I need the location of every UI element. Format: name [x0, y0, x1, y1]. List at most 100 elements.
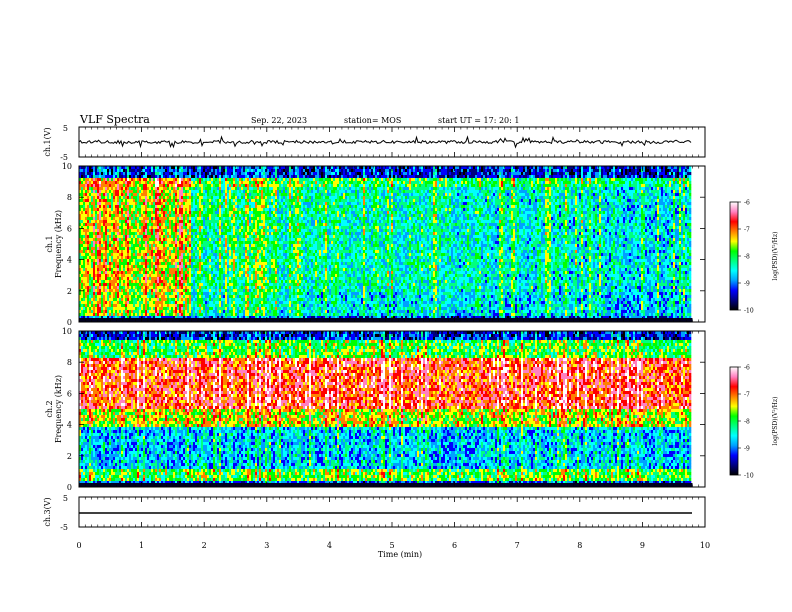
- ch1-waveform-panel: 5 -5 ch.1(V): [43, 124, 706, 162]
- ch1-spectrogram-cell: [257, 256, 260, 260]
- ch1-spectrogram-cell: [89, 271, 92, 275]
- ch1-spectrogram-cell: [115, 175, 118, 179]
- ch1-spectrogram-cell: [177, 241, 180, 245]
- ch1-spectrogram-cell: [129, 241, 132, 245]
- ch1-spectrogram-cell: [149, 289, 152, 293]
- ch1-spectrogram-cell: [171, 193, 174, 197]
- ch1-spectrogram-cell: [161, 178, 164, 182]
- ch1-spectrogram-cell: [243, 286, 246, 290]
- ch1-spectrogram-cell: [93, 283, 96, 287]
- ch1-spectrogram-cell: [79, 244, 82, 248]
- ch1-spectrogram-cell: [177, 211, 180, 215]
- ch1-spectrogram-cell: [163, 235, 166, 239]
- ch1-spectrogram-cell: [255, 244, 258, 248]
- ch1-spectrogram-cell: [187, 292, 190, 296]
- ch1-spectrogram-cell: [151, 244, 154, 248]
- ch1-spectrogram-cell: [143, 307, 146, 311]
- ch1-spectrogram-cell: [237, 172, 240, 176]
- ch1-spectrogram-cell: [263, 202, 266, 206]
- ch1-spectrogram-cell: [185, 262, 188, 266]
- ch1-spectrogram-cell: [261, 175, 264, 179]
- ch1-spectrogram-cell: [259, 316, 262, 320]
- ch1-spectrogram-cell: [183, 271, 186, 275]
- ch1-spectrogram-cell: [89, 181, 92, 185]
- ch1-spectrogram-cell: [259, 268, 262, 272]
- ch1-spectrogram-cell: [211, 286, 214, 290]
- ch1-spectrogram-cell: [261, 205, 264, 209]
- ch1-spectrogram-cell: [97, 274, 100, 278]
- ch1-spectrogram-cell: [161, 295, 164, 299]
- ch1-spectrogram-cell: [101, 238, 104, 242]
- ch1-spectrogram-cell: [115, 214, 118, 218]
- ch1-spectrogram-cell: [173, 289, 176, 293]
- ch1-spectrogram-cell: [267, 208, 270, 212]
- ch1-spectrogram-cell: [89, 283, 92, 287]
- ch1-spectrogram-cell: [171, 265, 174, 269]
- ch1-spectrogram-cell: [143, 268, 146, 272]
- ch1-spectrogram-cell: [111, 181, 114, 185]
- ch1-spectrogram-cell: [223, 187, 226, 191]
- ch1-spectrogram-cell: [127, 256, 130, 260]
- ch1-spectrogram-cell: [243, 175, 246, 179]
- ch1-spectrogram-cell: [221, 199, 224, 203]
- ch1-spectrogram-cell: [107, 232, 110, 236]
- ch1-spectrogram-cell: [235, 238, 238, 242]
- ch1-spectrogram-cell: [239, 298, 242, 302]
- ch1-spectrogram-cell: [137, 214, 140, 218]
- ch1-spectrogram-cell: [249, 298, 252, 302]
- ch1-spectrogram-cell: [145, 238, 148, 242]
- ch1-spectrogram-cell: [251, 166, 254, 170]
- ch1-spectrogram-cell: [197, 172, 200, 176]
- ch1-spectrogram-cell: [227, 214, 230, 218]
- ch1-spectrogram-cell: [233, 226, 236, 230]
- ch1-spectrogram-cell: [243, 220, 246, 224]
- ch1-spectrogram-cell: [113, 190, 116, 194]
- ch1-spectrogram-cell: [195, 295, 198, 299]
- ch1-spectrogram-cell: [267, 283, 270, 287]
- ch1-spectrogram-cell: [131, 274, 134, 278]
- ch1-spectrogram-cell: [203, 313, 206, 317]
- ch1-spectrogram-cell: [179, 289, 182, 293]
- ch1-spectrogram-cell: [213, 283, 216, 287]
- ch1-spectrogram-cell: [163, 214, 166, 218]
- ch1-spectrogram-cell: [203, 289, 206, 293]
- ch1-spectrogram-cell: [103, 247, 106, 251]
- date-label: Sep. 22, 2023: [251, 116, 307, 125]
- ch1-spectrogram-cell: [237, 265, 240, 269]
- ch1-spectrogram-cell: [229, 241, 232, 245]
- ch1-spectrogram-cell: [197, 277, 200, 281]
- ch1-spectrogram-cell: [135, 310, 138, 314]
- ch1-spectrogram-cell: [241, 241, 244, 245]
- ch1-spectrogram-cell: [203, 286, 206, 290]
- ch1-spectrogram-cell: [201, 193, 204, 197]
- ch1-spectrogram-cell: [167, 187, 170, 191]
- ch1-spectrogram-cell: [105, 223, 108, 227]
- ch1-spectrogram-cell: [195, 184, 198, 188]
- ch1-spectrogram-cell: [101, 190, 104, 194]
- ch1-spectrogram-cell: [119, 253, 122, 257]
- ch1-spectrogram-cell: [185, 217, 188, 221]
- ch1-spectrogram-cell: [239, 253, 242, 257]
- ch1-spectrogram-cell: [259, 286, 262, 290]
- ch1-spectrogram-cell: [257, 208, 260, 212]
- ch1-spectrogram-cell: [121, 178, 124, 182]
- ch1-spectrogram-cell: [167, 292, 170, 296]
- ch1-spectrogram-cell: [111, 211, 114, 215]
- ch1-spectrogram-cell: [129, 223, 132, 227]
- ch1-spectrogram-cell: [101, 196, 104, 200]
- ch1-spectrogram-cell: [269, 190, 272, 194]
- ch1-spectrogram-cell: [87, 223, 90, 227]
- ch1-spectrogram-cell: [201, 205, 204, 209]
- ch1-spectrogram-cell: [235, 274, 238, 278]
- ch1-spectrogram-cell: [263, 301, 266, 305]
- ch1-spectrogram-cell: [79, 211, 82, 215]
- ch1-spectrogram-cell: [151, 280, 154, 284]
- ch1-spectrogram-cell: [195, 229, 198, 233]
- ch1-spectrogram-cell: [261, 250, 264, 254]
- ch1-spectrogram-cell: [199, 316, 202, 320]
- ch1-spectrogram-cell: [243, 250, 246, 254]
- ch1-spectrogram-cell: [179, 313, 182, 317]
- ch1-spectrogram-cell: [223, 268, 226, 272]
- ch1-spectrogram-cell: [91, 313, 94, 317]
- ch1-spectrogram-cell: [239, 235, 242, 239]
